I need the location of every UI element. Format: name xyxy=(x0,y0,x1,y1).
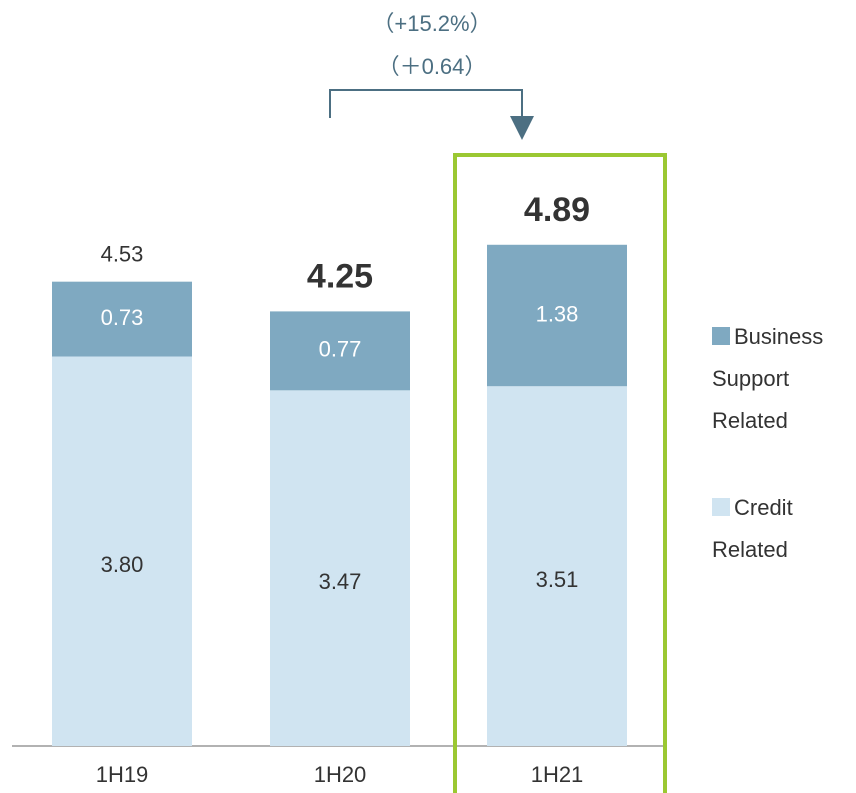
bar-segment xyxy=(270,390,410,746)
annotation: （+15.2%） xyxy=(372,11,491,36)
arrow xyxy=(510,116,534,140)
bar-segment xyxy=(270,311,410,391)
x-tick-label: 1H19 xyxy=(96,762,149,787)
legend-label: Credit Related xyxy=(712,495,793,562)
total-label: 4.25 xyxy=(307,257,373,295)
legend-entry: Credit Related xyxy=(712,487,852,571)
legend-swatch xyxy=(712,498,730,516)
legend-label: Business Support Related xyxy=(712,324,824,433)
highlight-box xyxy=(453,153,667,793)
x-tick-label: 1H20 xyxy=(314,762,367,787)
x-tick-label: 1H21 xyxy=(531,762,584,787)
value-label: 0.77 xyxy=(319,337,362,362)
value-label: 3.51 xyxy=(536,567,579,592)
total-label: 4.53 xyxy=(101,241,144,266)
legend-entry: Business Support Related xyxy=(712,316,852,442)
bar-segment xyxy=(487,244,627,387)
annotation: （＋0.64） xyxy=(378,54,487,79)
value-label: 1.38 xyxy=(536,301,579,326)
total-label: 4.89 xyxy=(524,191,590,229)
bracket xyxy=(329,89,523,118)
bar-segment xyxy=(487,386,627,746)
value-label: 3.80 xyxy=(101,552,144,577)
bar-segment xyxy=(52,356,192,746)
value-label: 0.73 xyxy=(101,305,144,330)
legend-swatch xyxy=(712,327,730,345)
bar-segment xyxy=(52,281,192,357)
value-label: 3.47 xyxy=(319,569,362,594)
